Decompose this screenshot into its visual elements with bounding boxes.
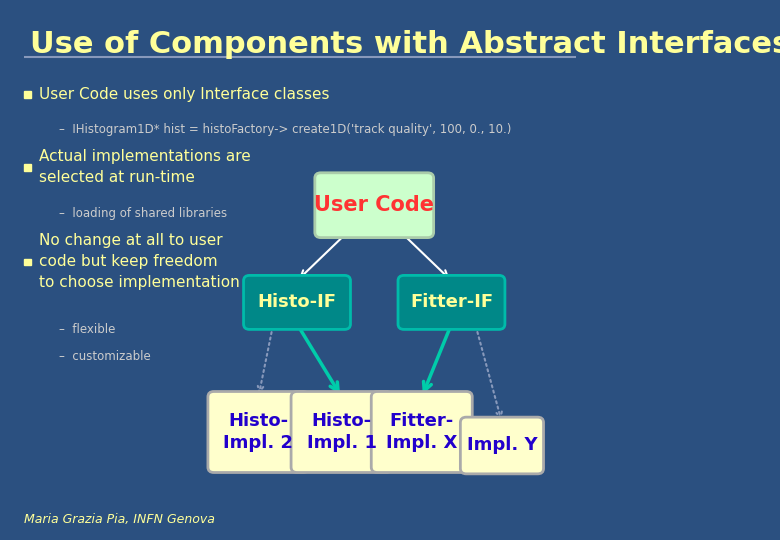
FancyBboxPatch shape (460, 417, 544, 474)
FancyBboxPatch shape (315, 173, 434, 238)
FancyBboxPatch shape (398, 275, 505, 329)
Text: User Code: User Code (314, 195, 434, 215)
Text: Fitter-
Impl. X: Fitter- Impl. X (386, 412, 457, 452)
Text: No change at all to user
code but keep freedom
to choose implementation: No change at all to user code but keep f… (39, 233, 239, 291)
Text: Impl. Y: Impl. Y (466, 436, 537, 455)
Text: –  IHistogram1D* hist = histoFactory-> create1D('track quality', 100, 0., 10.): – IHistogram1D* hist = histoFactory-> cr… (59, 123, 512, 136)
Text: Maria Grazia Pia, INFN Genova: Maria Grazia Pia, INFN Genova (23, 514, 215, 526)
Text: Histo-
Impl. 1: Histo- Impl. 1 (307, 412, 377, 452)
Text: Actual implementations are
selected at run-time: Actual implementations are selected at r… (39, 150, 250, 185)
Text: User Code uses only Interface classes: User Code uses only Interface classes (39, 87, 329, 102)
FancyBboxPatch shape (371, 392, 472, 472)
Text: –  flexible: – flexible (59, 323, 115, 336)
FancyBboxPatch shape (291, 392, 392, 472)
Text: Fitter-IF: Fitter-IF (410, 293, 493, 312)
Text: Histo-IF: Histo-IF (257, 293, 336, 312)
Bar (23, 164, 31, 171)
Text: –  customizable: – customizable (59, 350, 151, 363)
FancyBboxPatch shape (243, 275, 350, 329)
Bar (23, 259, 31, 265)
Bar (23, 91, 31, 98)
Text: Histo-
Impl. 2: Histo- Impl. 2 (223, 412, 293, 452)
Text: Use of Components with Abstract Interfaces: Use of Components with Abstract Interfac… (30, 30, 780, 59)
Text: –  loading of shared libraries: – loading of shared libraries (59, 207, 228, 220)
FancyBboxPatch shape (208, 392, 309, 472)
